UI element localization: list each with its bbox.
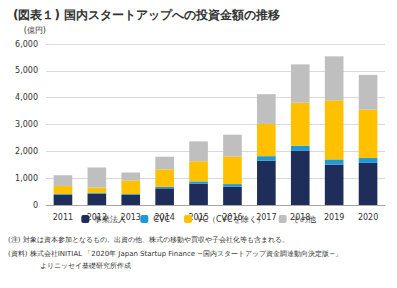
svg-text:2020: 2020 [358, 213, 378, 222]
svg-text:0: 0 [33, 201, 38, 210]
svg-text:5,000: 5,000 [15, 66, 38, 75]
svg-text:(億円): (億円) [24, 26, 46, 35]
svg-text:VC（CVCを除く）: VC（CVCを除く） [197, 215, 265, 224]
svg-text:6,000: 6,000 [15, 40, 38, 49]
svg-text:3,000: 3,000 [15, 120, 38, 129]
svg-text:2011: 2011 [53, 213, 73, 222]
svg-text:(図表１) 国内スタートアップへの投資金額の推移: (図表１) 国内スタートアップへの投資金額の推移 [13, 8, 280, 22]
svg-text:(注) 対象は資本参加となるもの。出資の他、株式の移動や買収: (注) 対象は資本参加となるもの。出資の他、株式の移動や買収や子会社化等も含まれ… [8, 236, 289, 244]
svg-text:2019: 2019 [324, 213, 344, 222]
svg-text:事業法人: 事業法人 [94, 215, 126, 224]
svg-text:よりニッセイ基礎研究所作成: よりニッセイ基礎研究所作成 [40, 262, 131, 270]
svg-text:2,000: 2,000 [15, 147, 38, 156]
svg-text:(資料) 株式会社INITIAL 「2020年 Japan: (資料) 株式会社INITIAL 「2020年 Japan Startup Fi… [8, 250, 342, 258]
svg-text:2013: 2013 [120, 212, 141, 222]
svg-text:4,000: 4,000 [15, 93, 38, 102]
svg-text:その他: その他 [292, 215, 316, 224]
svg-text:CVC: CVC [153, 215, 170, 224]
svg-text:2017: 2017 [256, 212, 277, 222]
svg-text:1,000: 1,000 [15, 174, 38, 183]
